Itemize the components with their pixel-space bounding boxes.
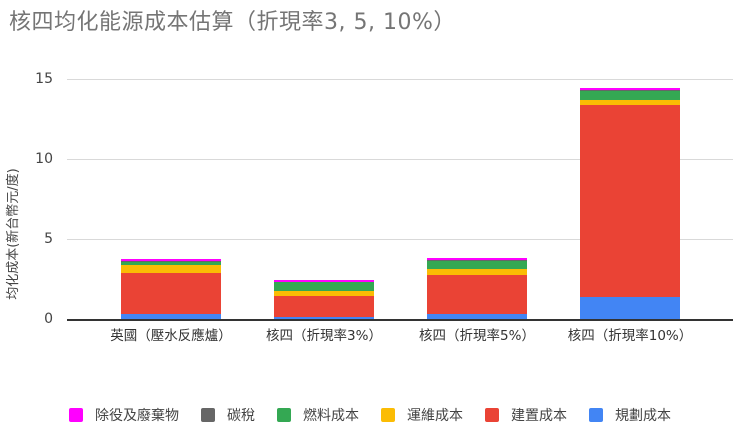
y-tick-label: 15 — [35, 71, 53, 87]
x-tick-label: 核四（折現率5%） — [419, 328, 535, 344]
legend-swatch-icon — [485, 408, 499, 422]
gridline — [67, 239, 733, 240]
bar-segment[interactable] — [121, 273, 221, 315]
legend-item[interactable]: 運維成本 — [381, 405, 463, 425]
legend: 除役及廢棄物 碳稅 燃料成本 運維成本 建置成本 規劃成本 — [0, 405, 740, 425]
legend-item[interactable]: 建置成本 — [485, 405, 567, 425]
bar-segment[interactable] — [274, 295, 374, 318]
y-tick-label: 10 — [35, 151, 53, 167]
bar-segment[interactable] — [427, 257, 527, 260]
legend-label: 除役及廢棄物 — [95, 408, 179, 424]
bar-segment[interactable] — [121, 259, 221, 261]
bar-segment[interactable] — [427, 259, 527, 261]
bar-stack[interactable] — [580, 88, 680, 319]
bar-segment[interactable] — [580, 91, 680, 100]
legend-swatch-icon — [201, 408, 215, 422]
bar-segment[interactable] — [274, 317, 374, 319]
bar-segment[interactable] — [274, 291, 374, 296]
bar-segment[interactable] — [274, 282, 374, 292]
bar-segment[interactable] — [121, 264, 221, 274]
legend-label: 碳稅 — [227, 408, 255, 424]
x-axis-baseline — [67, 319, 733, 321]
bar-segment[interactable] — [427, 260, 527, 269]
legend-item[interactable]: 除役及廢棄物 — [69, 405, 179, 425]
y-tick-label: 0 — [44, 311, 53, 327]
legend-label: 規劃成本 — [615, 408, 671, 424]
bar-stack[interactable] — [274, 280, 374, 319]
bar-segment[interactable] — [580, 99, 680, 105]
legend-item[interactable]: 燃料成本 — [277, 405, 359, 425]
plot-area: 0 5 10 15 — [35, 71, 733, 327]
legend-label: 燃料成本 — [303, 408, 359, 424]
bar-segment[interactable] — [121, 262, 221, 265]
bar-segment[interactable] — [580, 88, 680, 90]
y-tick-label: 5 — [44, 231, 53, 247]
bar-stack[interactable] — [121, 259, 221, 319]
legend-swatch-icon — [277, 408, 291, 422]
bar-segment[interactable] — [427, 268, 527, 276]
legend-swatch-icon — [69, 408, 83, 422]
legend-item[interactable]: 規劃成本 — [589, 405, 671, 425]
bar-segment[interactable] — [121, 314, 221, 319]
chart-title: 核四均化能源成本估算（折現率3, 5, 10%） — [9, 10, 456, 35]
bar-segment[interactable] — [580, 89, 680, 92]
legend-swatch-icon — [589, 408, 603, 422]
legend-swatch-icon — [381, 408, 395, 422]
legend-item[interactable]: 碳稅 — [201, 405, 255, 425]
x-tick-label: 核四（折現率10%） — [567, 328, 693, 344]
x-tick-label: 核四（折現率3%） — [266, 328, 382, 344]
bar-segment[interactable] — [580, 297, 680, 319]
bar-stack[interactable] — [427, 257, 527, 319]
bar-segment[interactable] — [274, 280, 374, 283]
y-axis-label: 均化成本(新台幣元/度) — [6, 168, 21, 300]
bar-segment[interactable] — [427, 314, 527, 319]
bar-segment[interactable] — [427, 275, 527, 315]
x-tick-label: 英國（壓水反應爐） — [110, 328, 232, 344]
legend-label: 運維成本 — [407, 408, 463, 424]
bar-segment[interactable] — [580, 104, 680, 298]
bar-segment[interactable] — [121, 260, 221, 263]
legend-label: 建置成本 — [511, 408, 567, 424]
gridline — [67, 159, 733, 160]
gridline — [67, 79, 733, 80]
